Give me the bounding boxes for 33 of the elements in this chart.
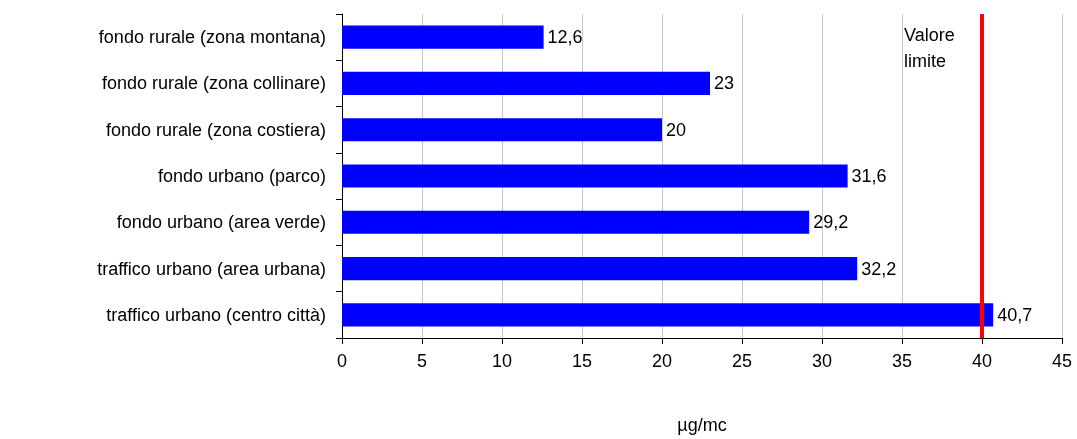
x-tick-label: 25 — [731, 351, 753, 371]
bar — [342, 257, 858, 281]
x-tick-label: 40 — [971, 351, 993, 371]
data-label: 31,6 — [851, 166, 887, 186]
x-tick-label: 10 — [491, 351, 513, 371]
y-tick-label: traffico urbano (area urbana) — [97, 258, 326, 279]
x-tick-label: 30 — [811, 351, 833, 371]
y-tick-label: fondo urbano (parco) — [157, 166, 326, 186]
y-tick-label: fondo rurale (zona collinare) — [101, 73, 326, 94]
x-tick-label: 0 — [336, 351, 348, 371]
x-tick-label: 20 — [651, 351, 673, 371]
bar — [342, 303, 994, 327]
y-tick-label: traffico urbano (centro città) — [106, 304, 326, 325]
x-tick-label: 5 — [416, 351, 428, 371]
bar — [342, 164, 848, 188]
bar — [342, 71, 710, 95]
x-tick-label: 35 — [891, 351, 913, 371]
bar — [342, 210, 810, 234]
x-tick-label: 45 — [1051, 351, 1073, 371]
bar — [342, 25, 544, 49]
x-tick-label: 15 — [571, 351, 593, 371]
ref-line-label: Valore limite — [904, 25, 960, 71]
data-label: 23 — [714, 73, 735, 94]
y-tick-label: fondo rurale (zona montana) — [98, 27, 326, 48]
data-label: 12,6 — [547, 27, 583, 48]
data-label: 29,2 — [813, 212, 849, 233]
y-tick-label: fondo rurale (zona costiera) — [105, 119, 326, 140]
data-label: 20 — [666, 119, 687, 140]
x-axis-title: µg/mc — [677, 415, 727, 435]
data-label: 40,7 — [997, 304, 1033, 325]
data-label: 32,2 — [861, 258, 897, 279]
y-tick-label: fondo urbano (area verde) — [116, 212, 326, 233]
bar — [342, 118, 662, 142]
